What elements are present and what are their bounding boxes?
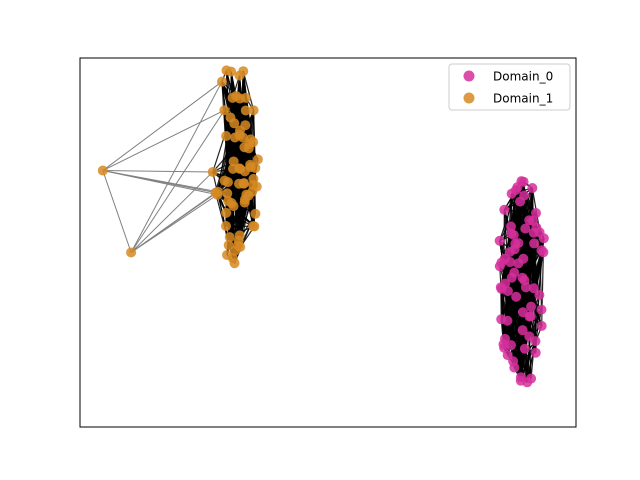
point-domain-0 [536,304,547,315]
edge [509,251,512,346]
point-domain-0 [517,325,528,336]
point-domain-0 [506,272,517,283]
edge [515,296,543,327]
point-domain-0 [494,235,505,246]
point-domain-0 [529,238,540,249]
point-domain-0 [506,228,517,239]
point-domain-1 [221,65,232,76]
point-domain-0 [526,301,537,312]
point-domain-1 [238,178,249,189]
point-domain-0 [519,190,530,201]
point-domain-1 [219,175,230,186]
point-domain-0 [499,204,510,215]
point-domain-1 [207,166,218,177]
point-domain-1 [248,221,259,232]
legend-label-domain-1: Domain_1 [493,92,553,106]
point-domain-0 [515,372,526,383]
point-domain-1 [229,118,240,129]
point-domain-1 [227,92,238,103]
point-domain-1 [245,134,256,145]
point-domain-0 [520,223,531,234]
point-domain-1 [219,105,230,116]
point-domain-0 [536,245,547,256]
point-domain-1 [240,105,251,116]
legend-label-domain-0: Domain_0 [493,70,553,84]
outlier-point [97,165,108,176]
point-domain-0 [536,320,547,331]
edge [242,71,255,111]
point-domain-1 [234,93,245,104]
axes-frame [79,57,577,428]
point-domain-0 [530,336,541,347]
points-layer [97,65,549,388]
edge [242,71,256,169]
edge [522,330,532,379]
point-domain-0 [496,257,507,268]
point-domain-0 [511,291,522,302]
point-domain-0 [505,221,516,232]
point-domain-0 [527,215,538,226]
legend-box [448,63,571,111]
point-domain-0 [502,286,513,297]
point-domain-1 [238,66,249,77]
outlier-edge [130,171,214,253]
edge [500,319,532,379]
outlier-point [126,247,137,258]
point-domain-0 [530,208,541,219]
point-domain-0 [528,283,539,294]
point-domain-1 [245,159,256,170]
outlier-edge [102,109,225,171]
outlier-edge [130,110,225,253]
outlier-edge [130,81,223,253]
outlier-edge [102,170,218,193]
point-domain-1 [221,221,232,232]
point-domain-1 [234,125,245,136]
point-domain-1 [216,76,227,87]
point-domain-1 [252,154,263,165]
point-domain-0 [534,290,545,301]
edge [523,187,533,281]
edge [239,98,252,140]
point-domain-1 [235,242,246,253]
legend: Domain_0 Domain_1 [448,63,571,111]
edge [510,296,517,346]
point-domain-0 [498,339,509,350]
point-domain-0 [518,253,529,264]
point-domain-1 [224,232,235,243]
point-domain-0 [526,373,537,384]
point-domain-1 [250,208,261,219]
point-domain-0 [525,311,536,322]
point-domain-0 [496,314,507,325]
point-domain-1 [228,156,239,167]
point-domain-1 [227,253,238,264]
point-domain-1 [221,207,232,218]
point-domain-1 [234,230,245,241]
point-domain-1 [239,197,250,208]
point-domain-0 [508,356,519,367]
point-domain-0 [519,275,530,286]
point-domain-0 [512,182,523,193]
outlier-edge [102,81,223,171]
point-domain-1 [234,163,245,174]
legend-marker-domain-0 [463,70,475,82]
point-domain-0 [505,257,516,268]
outlier-edge [102,170,213,173]
point-domain-1 [226,197,237,208]
point-domain-1 [248,180,259,191]
point-domain-0 [530,347,541,358]
legend-marker-domain-1 [463,92,475,104]
point-domain-1 [248,105,259,116]
point-domain-0 [509,244,520,255]
point-domain-1 [221,131,232,142]
point-domain-0 [527,183,538,194]
point-domain-0 [519,343,530,354]
point-domain-1 [222,188,233,199]
outlier-edge [130,191,219,253]
point-domain-0 [506,340,517,351]
point-domain-1 [210,187,221,198]
outlier-edge [102,170,132,253]
edge [500,319,528,383]
